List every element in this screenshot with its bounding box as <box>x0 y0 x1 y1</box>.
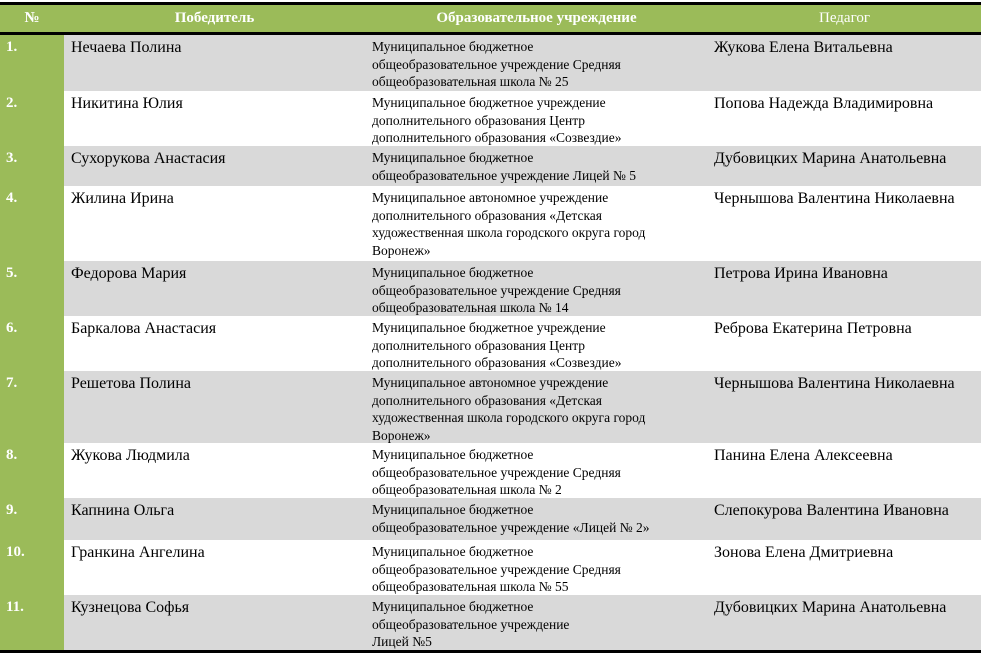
institution-line: общеобразовательное учреждение «Лицей № … <box>372 519 650 535</box>
institution-line: Муниципальное бюджетное <box>372 265 534 280</box>
row-number: 11. <box>0 595 64 650</box>
teacher-name: Реброва Екатерина Петровна <box>714 320 912 337</box>
table-row: 6. Баркалова Анастасия Муниципальное бюдже… <box>0 316 981 371</box>
institution-line: общеобразовательное учреждение Средняя <box>372 561 621 577</box>
teacher-name: Чернышова Валентина Николаевна <box>714 190 955 207</box>
institution-line: Муниципальное бюджетное <box>372 39 534 54</box>
institution-line: дополнительного образования Центр <box>372 337 586 353</box>
table-row: 4. Жилина Ирина Муниципальное автономное у… <box>0 186 981 261</box>
winner-name: Решетова Полина <box>71 375 191 392</box>
institution-name: Муниципальное бюджетное учреждение дополн… <box>365 316 708 371</box>
table-row: 3. Сухорукова Анастасия Муниципальное бюдж… <box>0 146 981 186</box>
header-institution: Образовательное учреждение <box>436 10 637 26</box>
institution-name: Муниципальное бюджетное общеобразовательн… <box>365 146 708 186</box>
institution-name: Муниципальное бюджетное общеобразовательн… <box>365 540 708 595</box>
table-row: 2. Никитина Юлия Муниципальное бюджетное у… <box>0 91 981 146</box>
institution-line: художественная школа городского округа г… <box>372 225 646 240</box>
institution-name: Муниципальное бюджетное учреждение дополн… <box>365 91 708 146</box>
winner-name: Федорова Мария <box>71 265 187 282</box>
institution-name: Муниципальное бюджетное общеобразовательн… <box>365 443 708 498</box>
institution-line: дополнительного образования «Детская <box>372 392 603 408</box>
institution-line: Муниципальное автономное учреждение <box>372 375 609 390</box>
winner-name: Жукова Людмила <box>71 447 190 464</box>
institution-name: Муниципальное автономное учреждение допол… <box>365 186 708 261</box>
teacher-name: Чернышова Валентина Николаевна <box>714 375 955 392</box>
institution-line: дополнительного образования «Созвездие» <box>372 130 622 145</box>
row-number: 7. <box>0 371 64 443</box>
institution-line: общеобразовательное учреждение Средняя <box>372 282 621 298</box>
institution-line: Лицей №5 <box>372 634 432 649</box>
institution-name: Муниципальное бюджетное общеобразовательн… <box>365 261 708 316</box>
row-number: 1. <box>0 35 64 91</box>
institution-line: Муниципальное бюджетное учреждение <box>372 320 606 335</box>
row-number: 9. <box>0 498 64 540</box>
table-header: № Победитель Образовательное учреждение … <box>0 2 981 35</box>
institution-line: общеобразовательная школа № 14 <box>372 300 569 315</box>
institution-line: общеобразовательная школа № 55 <box>372 579 569 594</box>
institution-line: общеобразовательное учреждение Средняя <box>372 56 621 72</box>
winner-name: Баркалова Анастасия <box>71 320 217 337</box>
institution-line: дополнительного образования «Детская <box>372 207 603 223</box>
row-number: 10. <box>0 540 64 595</box>
winner-name: Гранкина Ангелина <box>71 544 205 561</box>
institution-line: общеобразовательное учреждение <box>372 616 570 632</box>
institution-line: Муниципальное бюджетное <box>372 447 534 462</box>
institution-line: общеобразовательное учреждение Средняя <box>372 464 621 480</box>
row-number: 2. <box>0 91 64 146</box>
institution-line: общеобразовательное учреждение Лицей № 5 <box>372 167 636 183</box>
institution-line: Муниципальное автономное учреждение <box>372 190 609 205</box>
institution-line: дополнительного образования «Созвездие» <box>372 355 622 370</box>
institution-line: Воронеж» <box>372 427 431 443</box>
header-winner: Победитель <box>174 10 255 26</box>
row-number: 4. <box>0 186 64 261</box>
row-number: 3. <box>0 146 64 186</box>
row-number: 6. <box>0 316 64 371</box>
institution-line: Муниципальное бюджетное учреждение <box>372 95 606 110</box>
winner-name: Кузнецова Софья <box>71 599 190 616</box>
teacher-name: Слепокурова Валентина Ивановна <box>714 502 949 519</box>
teacher-name: Зонова Елена Дмитриевна <box>714 544 894 561</box>
institution-line: художественная школа городского округа г… <box>372 410 646 425</box>
header-num: № <box>24 10 40 26</box>
table-row: 9. Капнина Ольга Муниципальное бюджетное об… <box>0 498 981 540</box>
institution-name: Муниципальное бюджетное общеобразовательн… <box>365 35 708 91</box>
winner-name: Сухорукова Анастасия <box>71 150 226 167</box>
row-number: 5. <box>0 261 64 316</box>
header-teacher: Педагог <box>818 10 870 26</box>
table-row: 7. Решетова Полина Муниципальное автономно… <box>0 371 981 443</box>
winner-name: Никитина Юлия <box>71 95 183 112</box>
table-body: 1. Нечаева Полина Муниципальное бюджетное о… <box>0 35 981 650</box>
institution-line: Муниципальное бюджетное <box>372 502 534 517</box>
winner-name: Нечаева Полина <box>71 39 182 56</box>
institution-line: дополнительного образования Центр <box>372 112 586 128</box>
table-row: 5. Федорова Мария Муниципальное бюджетное о… <box>0 261 981 316</box>
institution-line: Муниципальное бюджетное <box>372 150 534 165</box>
institution-line: общеобразовательная школа № 25 <box>372 74 569 89</box>
row-number: 8. <box>0 443 64 498</box>
table-row: 11. Кузнецова Софья Муниципальное бюджетно… <box>0 595 981 650</box>
teacher-name: Дубовицких Марина Анатольевна <box>714 599 947 616</box>
teacher-name: Жукова Елена Витальевна <box>714 39 893 56</box>
institution-name: Муниципальное бюджетное общеобразовательн… <box>365 498 708 540</box>
table-row: 10. Гранкина Ангелина Муниципальное бюджет… <box>0 540 981 595</box>
teacher-name: Дубовицких Марина Анатольевна <box>714 150 947 167</box>
table-row: 8. Жукова Людмила Муниципальное бюджетное о… <box>0 443 981 498</box>
winner-name: Жилина Ирина <box>71 190 174 207</box>
institution-name: Муниципальное автономное учреждение допол… <box>365 371 708 443</box>
table-row: 1. Нечаева Полина Муниципальное бюджетное о… <box>0 35 981 91</box>
table-bottom-border <box>0 650 981 653</box>
institution-line: Муниципальное бюджетное <box>372 599 534 614</box>
institution-line: Муниципальное бюджетное <box>372 544 534 559</box>
institution-line: Воронеж» <box>372 242 431 258</box>
institution-line: общеобразовательная школа № 2 <box>372 482 562 497</box>
teacher-name: Панина Елена Алексеевна <box>714 447 893 464</box>
institution-name: Муниципальное бюджетное общеобразовательн… <box>365 595 708 650</box>
teacher-name: Петрова Ирина Ивановна <box>714 265 888 282</box>
teacher-name: Попова Надежда Владимировна <box>714 95 934 112</box>
winner-name: Капнина Ольга <box>71 502 175 519</box>
